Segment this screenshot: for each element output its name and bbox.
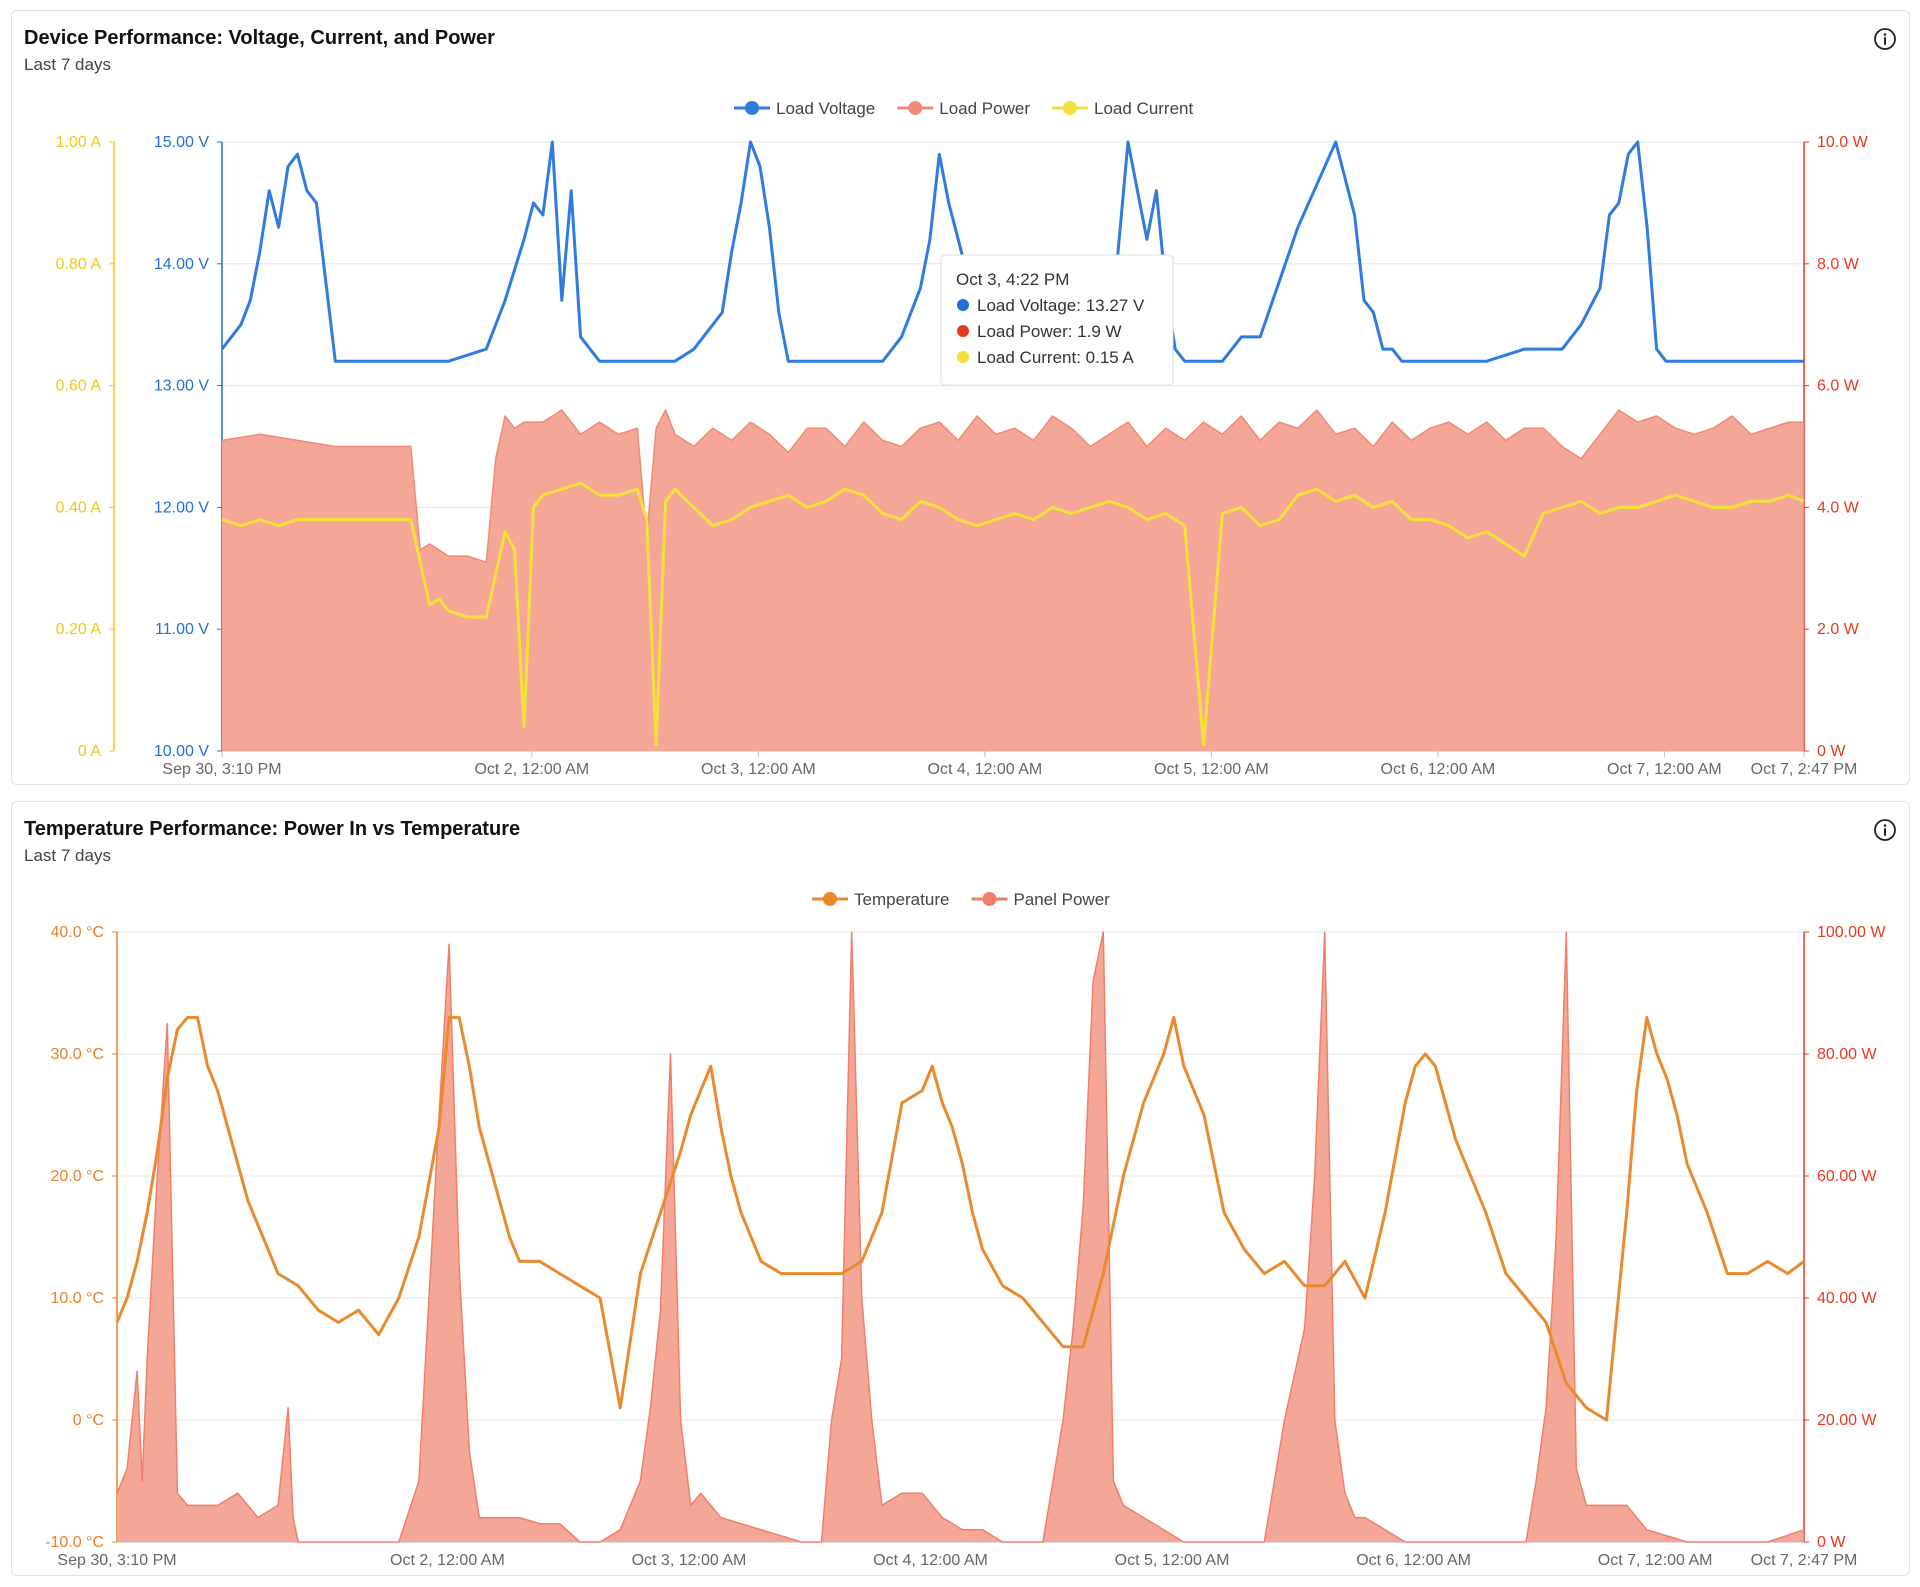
voltage-tick-label: 14.00 V <box>154 256 209 273</box>
current-tick-label: 0 A <box>78 743 101 760</box>
x-tick-label: Oct 7, 2:47 PM <box>1751 1552 1858 1569</box>
power-tick-label: 8.0 W <box>1817 256 1860 273</box>
temperature-tick-label: -10.0 °C <box>45 1534 104 1551</box>
current-tick-label: 0.60 A <box>56 378 102 395</box>
temperature-performance-chart: -10.0 °C 0 °C 10.0 °C 20.0 °C 30.0 °C 40.0 °C… <box>45 890 1886 1569</box>
legend-marker <box>745 101 759 115</box>
x-tick-label: Oct 6, 12:00 AM <box>1381 761 1496 778</box>
legend-item: Temperature <box>812 890 949 909</box>
panel-power-line <box>116 931 1805 1543</box>
tooltip-marker <box>957 351 969 363</box>
chart-subtitle: Last 7 days <box>24 846 111 865</box>
tooltip-item: Load Voltage: 13.27 V <box>977 296 1145 315</box>
panel_power-tick-label: 40.00 W <box>1817 1290 1877 1307</box>
legend-label: Panel Power <box>1013 890 1110 909</box>
x-tick-label: Oct 5, 12:00 AM <box>1154 761 1269 778</box>
current-tick-label: 0.20 A <box>56 621 102 638</box>
power-tick-label: 2.0 W <box>1817 621 1860 638</box>
current-tick-label: 1.00 A <box>56 134 102 151</box>
x-tick-label: Oct 2, 12:00 AM <box>390 1552 505 1569</box>
chart-title: Temperature Performance: Power In vs Tem… <box>24 818 521 840</box>
tooltip-item: Load Current: 0.15 A <box>977 348 1135 367</box>
load-power-area <box>222 410 1804 751</box>
load-power-line <box>221 409 1804 563</box>
x-tick-label: Oct 4, 12:00 AM <box>928 761 1043 778</box>
temperature-tick-label: 40.0 °C <box>50 924 104 941</box>
chart-title: Device Performance: Voltage, Current, an… <box>24 27 495 49</box>
power-tick-label: 6.0 W <box>1817 378 1860 395</box>
device-performance-chart: 0 A 0.20 A 0.40 A 0.60 A 0.80 A 1.00 A 10.00 V… <box>56 99 1869 778</box>
panel_power-tick-label: 100.00 W <box>1817 924 1886 941</box>
power-tick-label: 0 W <box>1817 743 1846 760</box>
voltage-tick-label: 12.00 V <box>154 499 209 516</box>
panel_power-tick-label: 80.00 W <box>1817 1046 1877 1063</box>
legend-item: Load Current <box>1052 99 1194 118</box>
legend-marker <box>982 892 997 906</box>
x-tick-label: Oct 3, 12:00 AM <box>632 1552 747 1569</box>
tooltip-marker <box>957 325 969 337</box>
info-icon[interactable] <box>1873 818 1897 842</box>
temperature-performance-card: Temperature Performance: Power In vs Tem… <box>11 801 1910 1576</box>
legend-item: Panel Power <box>971 890 1110 909</box>
legend-item: Load Voltage <box>734 99 875 118</box>
voltage-tick-label: 13.00 V <box>154 378 209 395</box>
legend-label: Temperature <box>854 890 949 909</box>
temperature-tick-label: 20.0 °C <box>50 1168 104 1185</box>
temperature-line <box>115 1015 1805 1422</box>
voltage-tick-label: 10.00 V <box>154 743 209 760</box>
x-tick-label: Oct 7, 12:00 AM <box>1598 1552 1713 1569</box>
tooltip-box <box>940 254 1174 386</box>
temperature-tick-label: 0 °C <box>73 1412 104 1429</box>
panel_power-tick-label: 60.00 W <box>1817 1168 1877 1185</box>
legend-marker <box>823 892 837 906</box>
power-tick-label: 4.0 W <box>1817 499 1860 516</box>
legend-item: Load Power <box>897 99 1030 118</box>
x-tick-label: Oct 7, 2:47 PM <box>1751 761 1858 778</box>
x-tick-label: Oct 2, 12:00 AM <box>474 761 589 778</box>
panel_power-tick-label: 20.00 W <box>1817 1412 1877 1429</box>
voltage-tick-label: 15.00 V <box>154 134 209 151</box>
panel-power-area <box>117 932 1804 1542</box>
legend-marker <box>908 101 923 115</box>
voltage-tick-label: 11.00 V <box>155 621 209 638</box>
tooltip-title: Oct 3, 4:22 PM <box>956 270 1069 289</box>
current-tick-label: 0.80 A <box>56 256 102 273</box>
tooltip-item: Load Power: 1.9 W <box>977 322 1122 341</box>
chart-subtitle: Last 7 days <box>24 55 111 74</box>
x-tick-label: Sep 30, 3:10 PM <box>57 1552 176 1569</box>
panel_power-tick-label: 0 W <box>1817 1534 1846 1551</box>
x-tick-label: Oct 6, 12:00 AM <box>1356 1552 1471 1569</box>
device-performance-card: Device Performance: Voltage, Current, an… <box>11 10 1910 785</box>
x-tick-label: Oct 7, 12:00 AM <box>1607 761 1722 778</box>
legend-label: Load Power <box>939 99 1030 118</box>
temperature-tick-label: 30.0 °C <box>50 1046 104 1063</box>
x-tick-label: Sep 30, 3:10 PM <box>162 761 281 778</box>
current-tick-label: 0.40 A <box>56 499 102 516</box>
legend-label: Load Voltage <box>776 99 875 118</box>
tooltip: Oct 3, 4:22 PM Load Voltage: 13.27 V Load … <box>940 254 1174 386</box>
power-tick-label: 10.0 W <box>1817 134 1869 151</box>
info-icon[interactable] <box>1873 27 1897 51</box>
x-tick-label: Oct 3, 12:00 AM <box>701 761 816 778</box>
temperature-tick-label: 10.0 °C <box>50 1290 104 1307</box>
legend-marker <box>1063 101 1077 115</box>
legend-label: Load Current <box>1094 99 1194 118</box>
tooltip-marker <box>957 299 969 311</box>
x-tick-label: Oct 4, 12:00 AM <box>873 1552 988 1569</box>
x-tick-label: Oct 5, 12:00 AM <box>1115 1552 1230 1569</box>
load-current-line <box>221 481 1805 747</box>
